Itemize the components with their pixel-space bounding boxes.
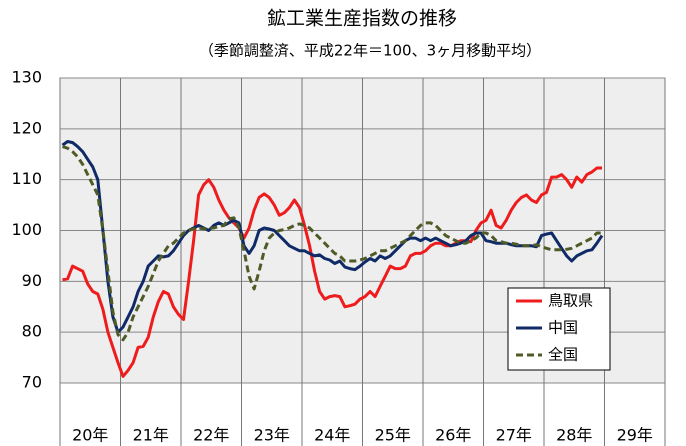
series-line (62, 145, 602, 342)
series-line (62, 166, 602, 378)
x-tick-label: 26年 (435, 426, 471, 445)
y-tick-label: 130 (11, 68, 42, 87)
y-tick-label: 100 (11, 220, 42, 239)
x-tick-label: 28年 (556, 426, 592, 445)
y-tick-label: 70 (22, 373, 42, 392)
y-tick-label: 120 (11, 118, 42, 137)
y-tick-label: 90 (22, 271, 42, 290)
x-tick-label: 29年 (617, 426, 653, 445)
x-tick-label: 27年 (496, 426, 532, 445)
x-tick-label: 23年 (254, 426, 290, 445)
x-tick-label: 21年 (133, 426, 169, 445)
x-tick-label: 20年 (72, 426, 108, 445)
y-tick-label: 80 (22, 322, 42, 341)
chart-title: 鉱工業生産指数の推移 (267, 8, 457, 30)
x-tick-label: 25年 (375, 426, 411, 445)
chart-subtitle: （季節調整済、平成22年＝100、3ヶ月移動平均） (199, 42, 541, 60)
legend-label: 全国 (548, 346, 578, 364)
x-tick-label: 22年 (193, 426, 229, 445)
x-tick-label: 24年 (314, 426, 350, 445)
legend-label: 鳥取県 (548, 292, 593, 310)
y-tick-label: 110 (11, 169, 42, 188)
legend-label: 中国 (548, 319, 578, 337)
